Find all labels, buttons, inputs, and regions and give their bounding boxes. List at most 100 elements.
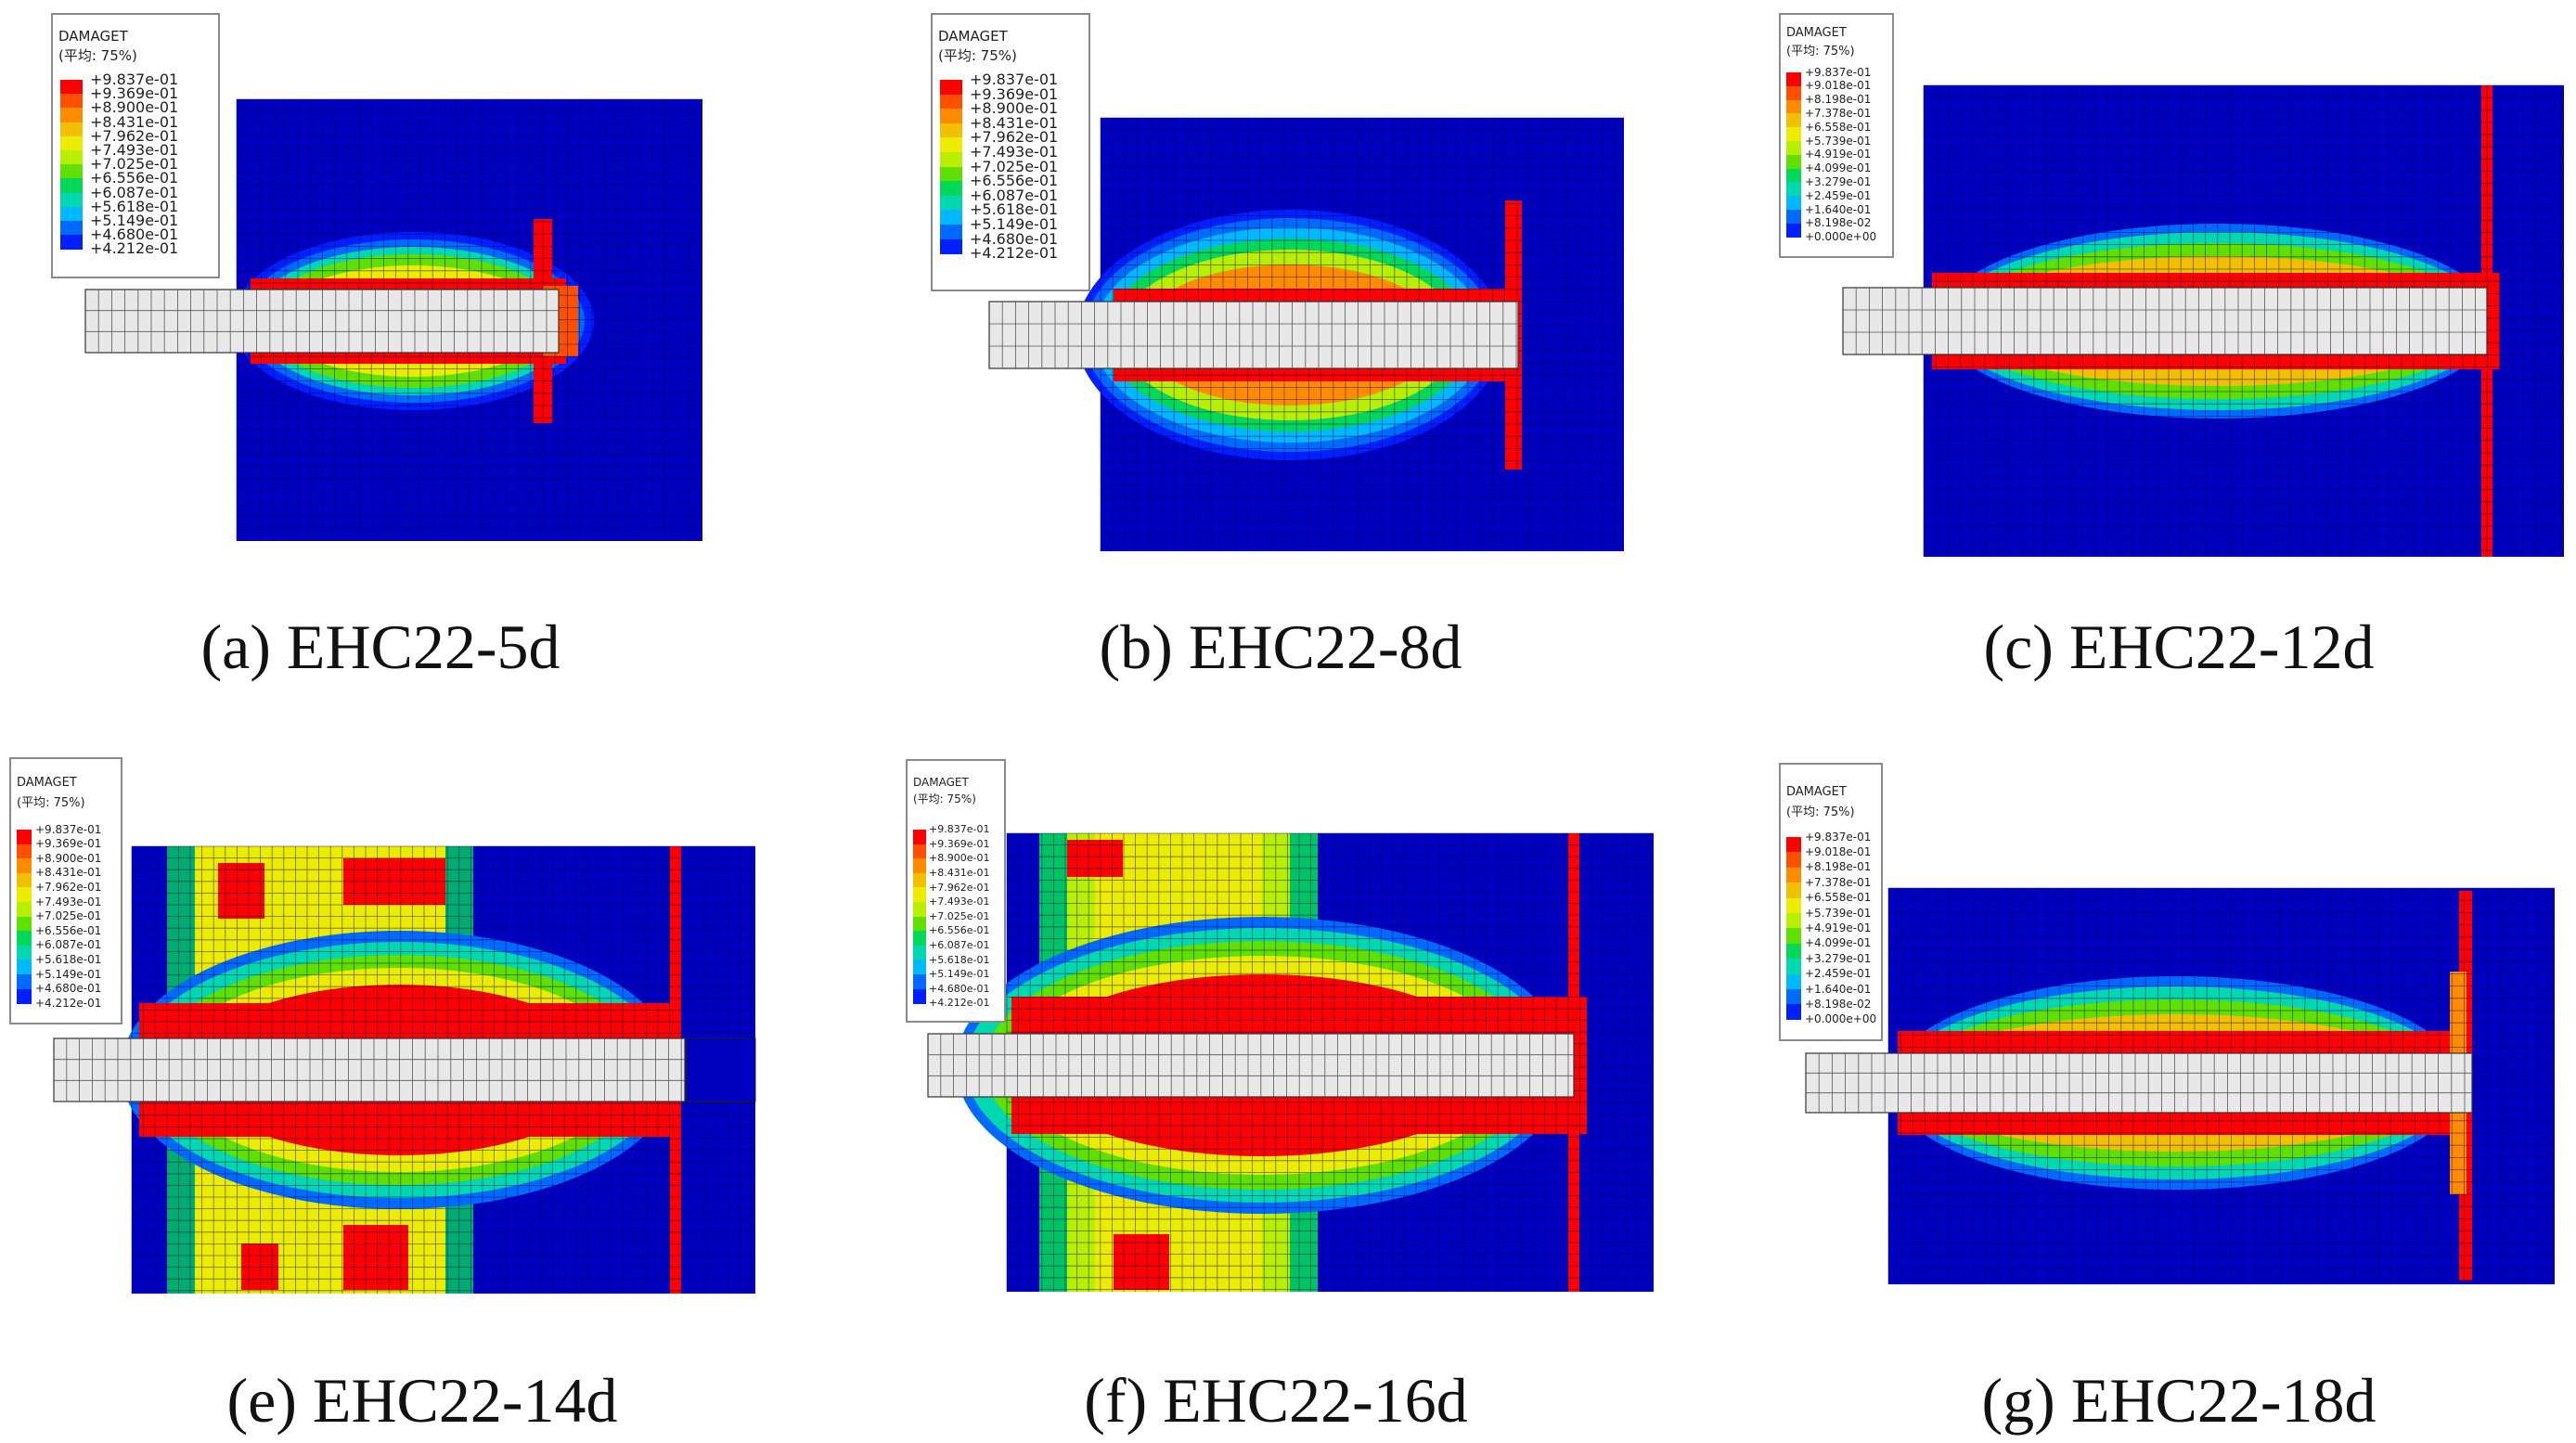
legend-value: +9.837e-01 (1805, 65, 1872, 79)
legend-swatch (1786, 72, 1801, 87)
legend-value: +9.018e-01 (1805, 844, 1872, 858)
legend-subtitle: (平均: 75%) (1786, 45, 1855, 58)
legend-value: +7.493e-01 (90, 141, 179, 160)
legend-swatch (940, 225, 962, 240)
caption-b: (b) EHC22-8d (1099, 612, 1462, 682)
legend-swatch (17, 844, 32, 859)
legend-value: +5.739e-01 (1805, 906, 1872, 920)
legend-swatch (913, 902, 926, 918)
legend-swatch (60, 150, 83, 165)
legend-value: +4.212e-01 (90, 239, 179, 258)
legend-swatch (913, 945, 926, 960)
legend-value: +0.000e+00 (1805, 1012, 1877, 1026)
legend-swatch (60, 135, 83, 151)
legend-value: +5.149e-01 (929, 968, 990, 981)
legend-swatch (940, 122, 962, 138)
legend-value: +6.556e-01 (90, 169, 179, 187)
legend-swatch (913, 960, 926, 975)
legend-swatch (1786, 141, 1801, 156)
legend-swatch (17, 887, 32, 903)
caption-a: (a) EHC22-5d (200, 612, 560, 682)
legend-value: +8.900e-01 (970, 99, 1059, 118)
legend-swatch (1786, 883, 1801, 899)
legend-value: +4.680e-01 (35, 982, 102, 996)
legend-value: +6.558e-01 (1805, 891, 1872, 905)
legend-value: +5.618e-01 (90, 197, 179, 215)
legend-swatch (913, 916, 926, 932)
legend-value: +7.025e-01 (929, 909, 990, 922)
legend-value: +4.099e-01 (1805, 161, 1872, 175)
legend-swatch (1786, 196, 1801, 211)
legend-value: +8.900e-01 (35, 851, 102, 865)
legend-value: +2.459e-01 (1805, 967, 1872, 981)
legend-value: +7.025e-01 (35, 909, 102, 923)
contour-c (1842, 84, 2564, 557)
legend-swatch (1786, 928, 1801, 945)
legend-value: +6.556e-01 (35, 923, 102, 937)
legend-value: +6.087e-01 (929, 938, 990, 951)
legend-value: +9.837e-01 (970, 71, 1059, 89)
contour-b (988, 117, 1624, 551)
caption-g: (g) EHC22-18d (1981, 1365, 2376, 1436)
legend-swatch (913, 988, 926, 1004)
legend-value: +5.618e-01 (970, 200, 1059, 219)
caption-f: (f) EHC22-16d (1084, 1365, 1468, 1436)
legend-a: DAMAGET (平均: 75%) +9.837e-01 +9.369e-01 +8… (51, 13, 220, 278)
legend-swatch (1786, 913, 1801, 929)
legend-value: +5.149e-01 (90, 212, 179, 230)
legend-swatch (60, 108, 83, 123)
legend-value: +4.099e-01 (1805, 936, 1872, 950)
legend-swatch (913, 872, 926, 888)
legend-swatch (1786, 85, 1801, 101)
legend-value: +7.962e-01 (35, 880, 102, 894)
legend-swatch (1786, 154, 1801, 170)
legend-swatch (60, 235, 83, 250)
legend-subtitle: (平均: 75%) (913, 792, 976, 805)
legend-value: +8.198e-02 (1805, 997, 1872, 1011)
legend-value: +4.919e-01 (1805, 921, 1872, 934)
legend-value: +8.431e-01 (970, 113, 1059, 132)
legend-value: +7.025e-01 (970, 157, 1059, 175)
legend-value: +7.493e-01 (929, 895, 990, 908)
legend-swatch (60, 164, 83, 179)
legend-g: DAMAGET (平均: 75%) +9.837e-01 +9.018e-01 +8… (1779, 763, 1883, 1041)
legend-title: DAMAGET (17, 776, 77, 790)
legend-swatch (1786, 1004, 1801, 1021)
legend-swatch (1786, 973, 1801, 990)
legend-swatch (60, 122, 83, 137)
legend-value: +7.378e-01 (1805, 106, 1872, 120)
legend-value: +5.149e-01 (970, 215, 1059, 234)
legend-swatch (1786, 210, 1801, 225)
legend-swatch (913, 844, 926, 859)
legend-swatch (60, 80, 83, 95)
legend-swatch (17, 830, 32, 845)
legend-title: DAMAGET (1786, 785, 1847, 799)
legend-swatch (940, 210, 962, 225)
legend-swatch (1786, 959, 1801, 975)
legend-swatch (913, 974, 926, 990)
legend-value: +9.837e-01 (35, 822, 102, 836)
legend-swatch (60, 206, 83, 222)
legend-swatch (1786, 168, 1801, 183)
legend-title: DAMAGET (938, 28, 1008, 45)
legend-swatch (17, 960, 32, 975)
legend-value: +4.680e-01 (90, 225, 179, 244)
legend-swatch (1786, 182, 1801, 197)
legend-value: +7.493e-01 (35, 895, 102, 908)
legend-swatch (1786, 113, 1801, 128)
legend-swatch (913, 858, 926, 874)
legend-value: +9.369e-01 (35, 837, 102, 851)
legend-title: DAMAGET (58, 28, 128, 45)
legend-value: +9.369e-01 (970, 84, 1059, 103)
legend-swatch (1786, 867, 1801, 883)
legend-value: +8.431e-01 (90, 112, 179, 131)
legend-swatch (940, 94, 962, 110)
legend-swatch (1786, 897, 1801, 914)
legend-value: +7.378e-01 (1805, 875, 1872, 889)
legend-swatch (17, 902, 32, 918)
legend-value: +3.279e-01 (1805, 951, 1872, 965)
legend-swatch (1786, 943, 1801, 960)
legend-value: +8.198e-01 (1805, 93, 1872, 107)
legend-swatch (60, 94, 83, 109)
